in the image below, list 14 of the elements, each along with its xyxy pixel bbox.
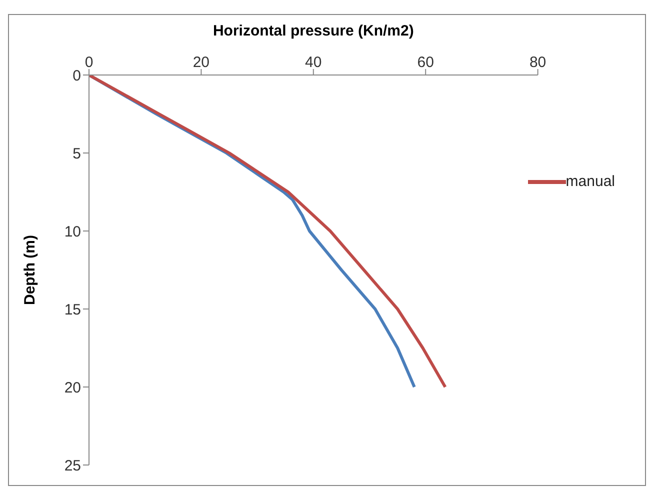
x-tick-label: 40 (305, 54, 322, 71)
y-tick-label: 20 (64, 379, 81, 396)
x-tick-label: 20 (192, 54, 210, 71)
x-tick-label: 60 (417, 54, 434, 71)
y-tick-label: 0 (72, 67, 81, 84)
x-tick-label: 80 (529, 54, 546, 71)
y-tick-label: 25 (64, 457, 81, 474)
y-tick-label: 10 (64, 223, 81, 240)
y-axis-title: Depth (m) (21, 235, 38, 305)
y-tick-label: 15 (64, 301, 81, 318)
legend-label: manual (566, 173, 615, 190)
x-axis-title: Horizontal pressure (Kn/m2) (212, 22, 414, 40)
y-tick-label: 5 (72, 145, 81, 162)
x-tick-label: 0 (84, 54, 94, 71)
